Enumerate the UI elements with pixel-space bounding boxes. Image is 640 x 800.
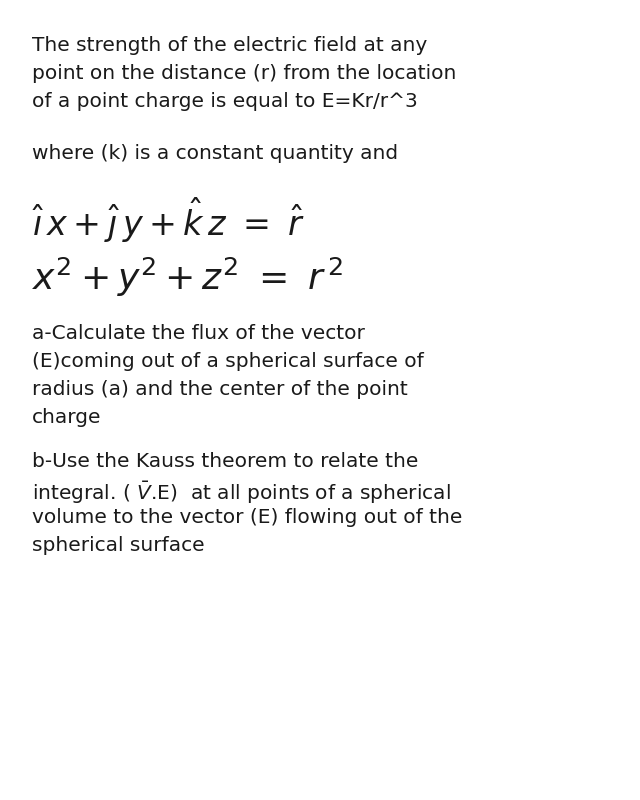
Text: $x^2 + y^2 + z^2\ =\ r^{\,2}$: $x^2 + y^2 + z^2\ =\ r^{\,2}$ <box>32 256 344 299</box>
Text: $\hat{\imath}\,x + \hat{\jmath}\,y + \hat{k}\,z\ =\ \hat{r}$: $\hat{\imath}\,x + \hat{\jmath}\,y + \ha… <box>32 196 305 245</box>
Text: integral. ( $\bar{V}$.E)  at all points of a spherical: integral. ( $\bar{V}$.E) at all points o… <box>32 480 451 506</box>
Text: a-Calculate the flux of the vector: a-Calculate the flux of the vector <box>32 324 365 343</box>
Text: charge: charge <box>32 408 102 427</box>
Text: where (k) is a constant quantity and: where (k) is a constant quantity and <box>32 144 398 163</box>
Text: The strength of the electric field at any: The strength of the electric field at an… <box>32 36 428 55</box>
Text: (E)coming out of a spherical surface of: (E)coming out of a spherical surface of <box>32 352 424 371</box>
Text: b-Use the Kauss theorem to relate the: b-Use the Kauss theorem to relate the <box>32 452 419 471</box>
Text: of a point charge is equal to E=Kr/r^3: of a point charge is equal to E=Kr/r^3 <box>32 92 418 111</box>
Text: point on the distance (r) from the location: point on the distance (r) from the locat… <box>32 64 456 83</box>
Text: spherical surface: spherical surface <box>32 536 205 555</box>
Text: radius (a) and the center of the point: radius (a) and the center of the point <box>32 380 408 399</box>
Text: volume to the vector (E) flowing out of the: volume to the vector (E) flowing out of … <box>32 508 462 527</box>
